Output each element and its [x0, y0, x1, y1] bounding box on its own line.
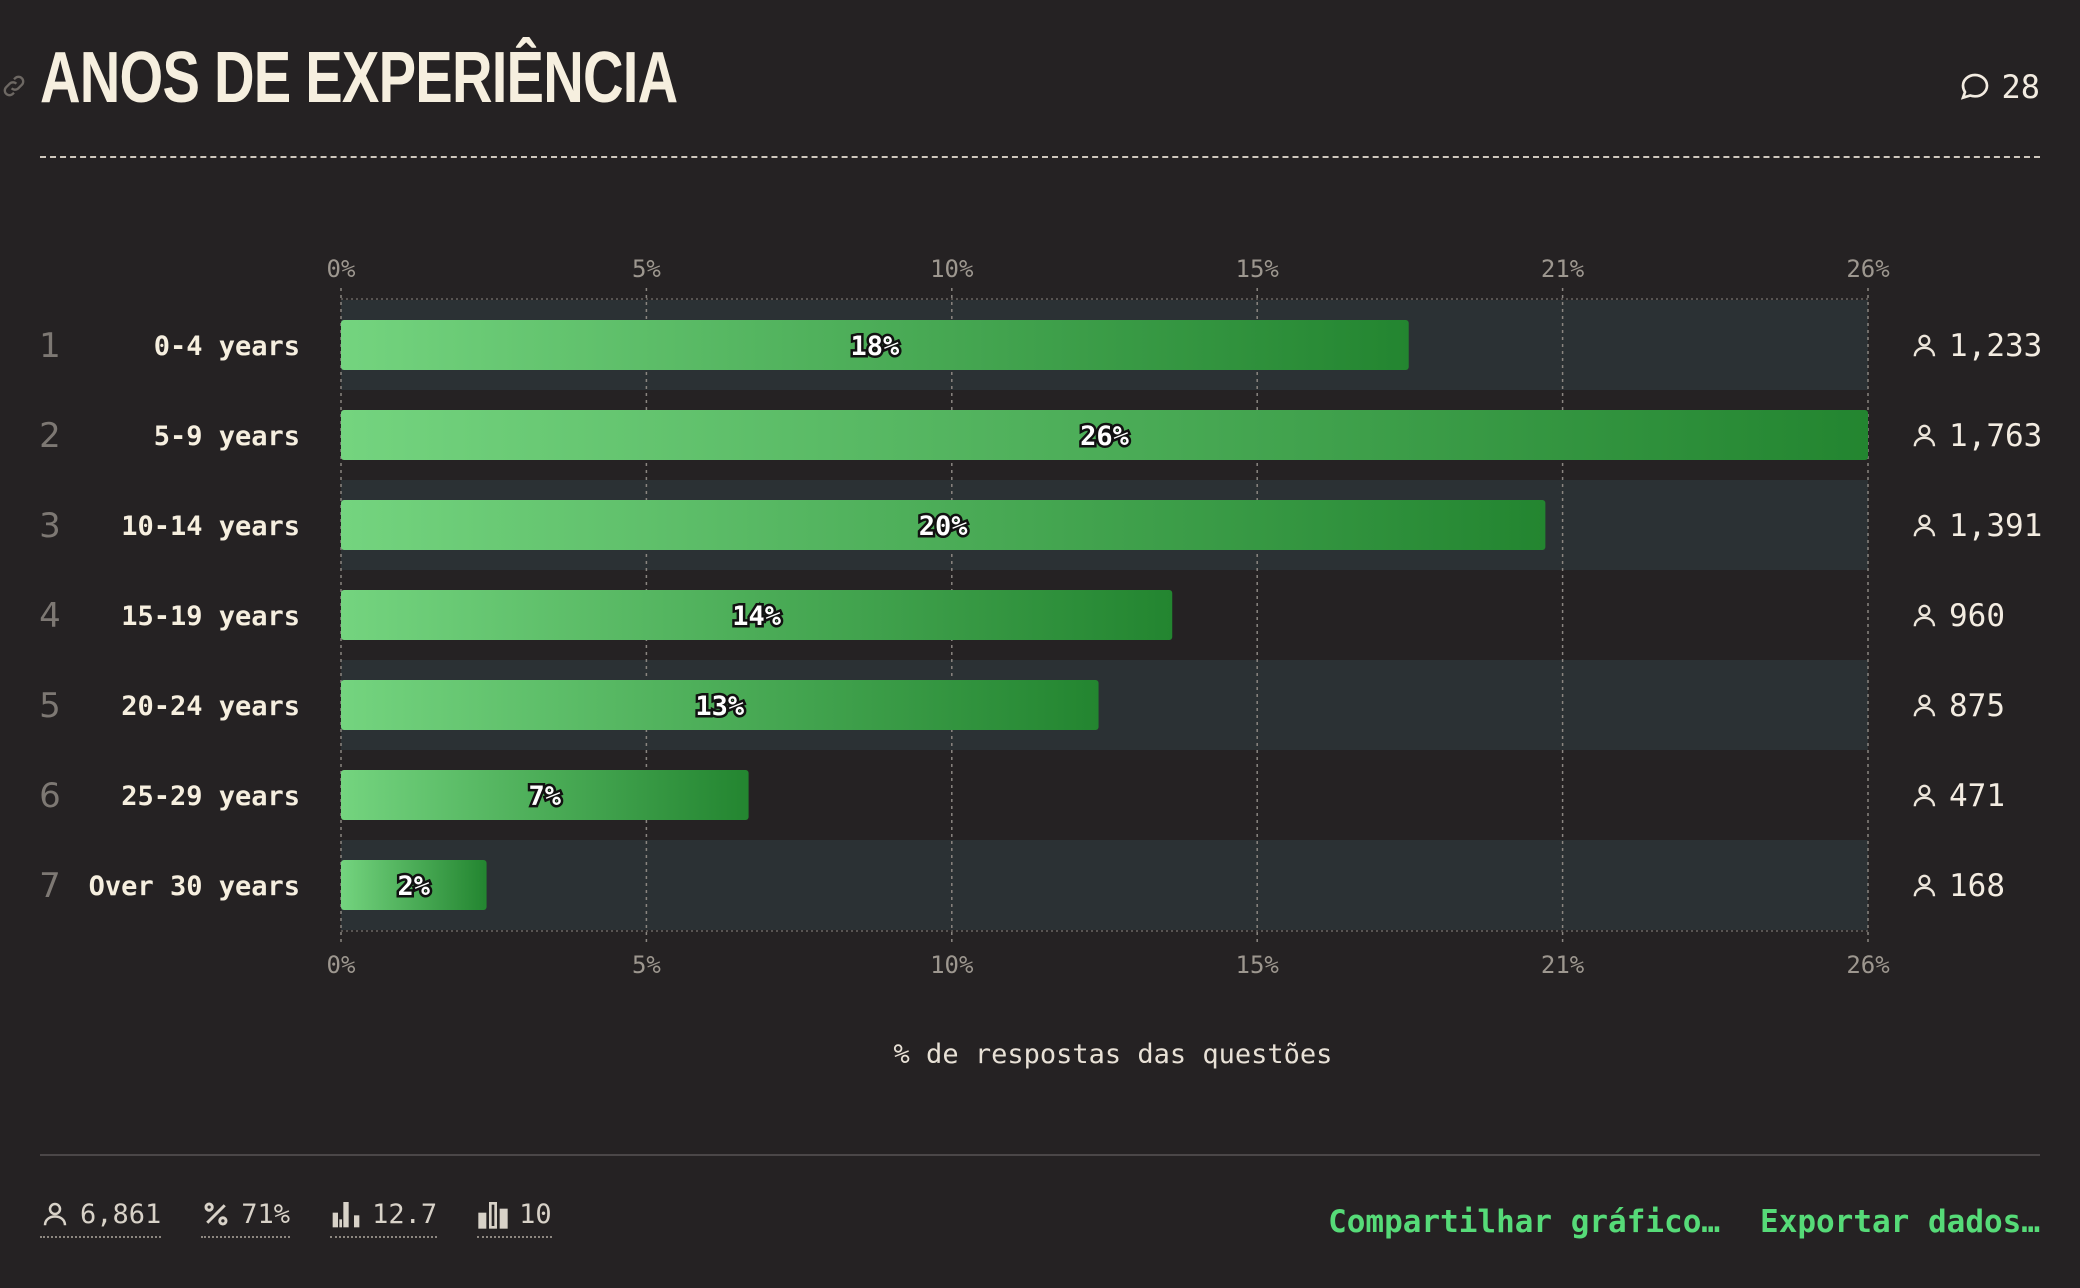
footer-divider — [40, 1154, 2040, 1156]
rank-label: 4 — [39, 596, 61, 636]
person-icon-head — [1918, 424, 1931, 437]
respondent-count: 471 — [1949, 778, 2005, 814]
person-icon-head — [1918, 604, 1931, 617]
chart-header: ANOS DE EXPERIÊNCIA 28 — [3, 30, 2040, 158]
header-divider — [40, 156, 2040, 158]
person-icon-head — [1918, 874, 1931, 887]
person-icon — [1913, 514, 1936, 537]
percent-icon — [204, 1202, 228, 1226]
bar-value-label: 18% — [850, 331, 900, 362]
page-title: ANOS DE EXPERIÊNCIA — [40, 38, 678, 118]
bar[interactable] — [341, 590, 1173, 640]
bar[interactable] — [341, 410, 1868, 460]
rank-label: 6 — [39, 776, 61, 816]
respondent-count: 168 — [1949, 868, 2005, 904]
person-icon-body — [1913, 706, 1936, 717]
bar-chart: 0% 0% 5% 5% 10% 10% 15% 15% 21% 21% 26% 26% 18% 1 0-4 … — [39, 255, 2042, 1070]
stat-value: 12.7 — [372, 1198, 438, 1230]
respondent-count: 1,233 — [1949, 328, 2042, 364]
category-label: 20-24 years — [121, 691, 300, 722]
person-icon-body — [1913, 526, 1936, 537]
rank-label: 2 — [39, 416, 61, 456]
person-icon-body — [1913, 346, 1936, 357]
person-icon-body — [1913, 796, 1936, 807]
rank-label: 7 — [39, 866, 61, 906]
x-tick-label-top: 26% — [1846, 255, 1890, 283]
x-tick-label-top: 15% — [1236, 255, 1280, 283]
rank-label: 1 — [39, 326, 61, 366]
summary-stats: 6,861 71% 12.7 10 — [40, 1198, 552, 1238]
person-icon-body — [1913, 616, 1936, 627]
stat-value: 71% — [241, 1198, 291, 1230]
export-data-link[interactable]: Exportar dados… — [1760, 1204, 2040, 1240]
category-label: 0-4 years — [154, 331, 300, 362]
stat-value: 10 — [519, 1198, 552, 1230]
row-band — [341, 840, 1868, 930]
x-axis-label: % de respostas das questões — [894, 1039, 1333, 1070]
person-icon — [1913, 694, 1936, 717]
person-icon — [1913, 424, 1936, 447]
x-tick-label-bottom: 0% — [327, 951, 356, 979]
bar[interactable] — [341, 860, 487, 910]
category-label: 25-29 years — [121, 781, 300, 812]
x-tick-label-bottom: 10% — [930, 951, 974, 979]
category-label: 10-14 years — [121, 511, 300, 542]
x-tick-label-bottom: 21% — [1541, 951, 1585, 979]
category-label: 15-19 years — [121, 601, 300, 632]
category-label: Over 30 years — [89, 871, 300, 902]
person-icon — [1913, 604, 1936, 627]
category-label: 5-9 years — [154, 421, 300, 452]
comment-bubble-icon — [1961, 73, 1989, 100]
stat-options[interactable]: 10 — [477, 1198, 552, 1238]
bar[interactable] — [341, 320, 1409, 370]
stat-value: 6,861 — [80, 1198, 162, 1230]
share-chart-link[interactable]: Compartilhar gráfico… — [1328, 1204, 1721, 1240]
person-icon — [43, 1202, 67, 1226]
rank-label: 3 — [39, 506, 61, 546]
bar-value-label: 13% — [695, 691, 745, 722]
respondent-count: 875 — [1949, 688, 2005, 724]
stat-response-rate[interactable]: 71% — [201, 1198, 291, 1238]
comment-count: 28 — [2001, 68, 2040, 106]
bar[interactable] — [341, 680, 1099, 730]
respondent-count: 1,763 — [1949, 418, 2042, 454]
x-tick-label-bottom: 5% — [632, 951, 661, 979]
bar-value-label: 2% — [398, 871, 431, 902]
bar-value-label: 14% — [732, 601, 782, 632]
bar[interactable] — [341, 500, 1546, 550]
x-tick-label-bottom: 26% — [1846, 951, 1890, 979]
person-icon-body — [1913, 436, 1936, 447]
median-chart-icon — [332, 1202, 360, 1228]
stat-median[interactable]: 12.7 — [330, 1198, 438, 1238]
person-icon-head — [1918, 514, 1931, 527]
bar-value-label: 26% — [1080, 421, 1130, 452]
bar[interactable] — [341, 770, 749, 820]
respondent-count: 1,391 — [1949, 508, 2042, 544]
x-tick-label-top: 10% — [930, 255, 974, 283]
link-icon[interactable] — [0, 72, 28, 100]
bars-icon — [478, 1202, 508, 1229]
rank-label: 5 — [39, 686, 61, 726]
x-tick-label-bottom: 15% — [1236, 951, 1280, 979]
respondent-count: 960 — [1949, 598, 2005, 634]
person-icon-head — [1918, 334, 1931, 347]
person-icon — [1913, 784, 1936, 807]
comments-button[interactable]: 28 — [1959, 68, 2040, 106]
bar-value-label: 20% — [919, 511, 969, 542]
person-icon — [1913, 334, 1936, 357]
x-tick-label-top: 21% — [1541, 255, 1585, 283]
x-tick-label-top: 0% — [327, 255, 356, 283]
chart-actions: Compartilhar gráfico… Exportar dados… — [1328, 1204, 2040, 1240]
stat-respondents[interactable]: 6,861 — [40, 1198, 162, 1238]
person-icon-body — [1913, 886, 1936, 897]
bar-value-label: 7% — [529, 781, 562, 812]
x-tick-label-top: 5% — [632, 255, 661, 283]
person-icon-head — [1918, 694, 1931, 707]
person-icon-head — [1918, 784, 1931, 797]
person-icon — [1913, 874, 1936, 897]
